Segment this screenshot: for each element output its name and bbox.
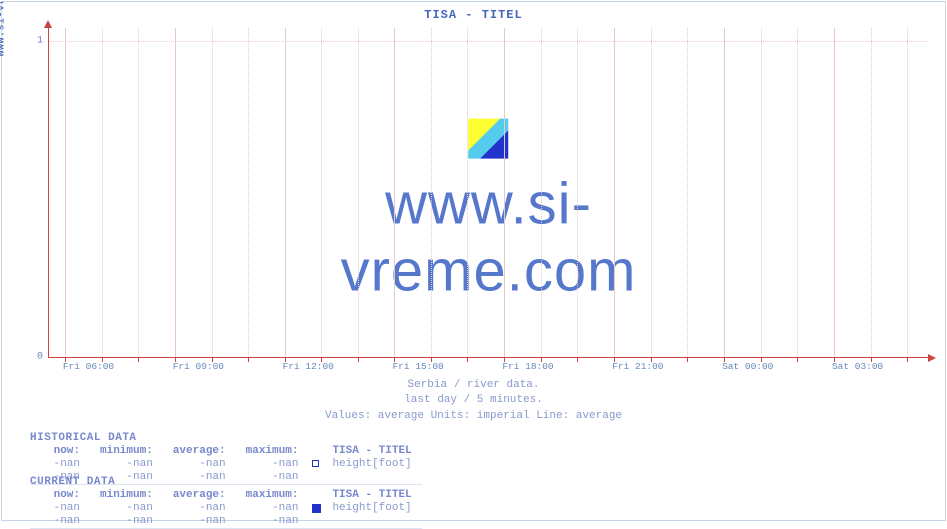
xtick-mark: [248, 357, 249, 362]
series-unit: height[foot]: [332, 458, 411, 470]
xtick-mark: [907, 357, 908, 362]
gridline-v: [358, 28, 359, 357]
caption-line: Values: average Units: imperial Line: av…: [0, 409, 947, 424]
col-minimum: minimum:: [90, 445, 163, 458]
xtick-label: Sat 00:00: [722, 361, 773, 372]
gridline-v: [651, 28, 652, 357]
xtick-mark: [761, 357, 762, 362]
xtick-mark: [431, 357, 432, 362]
y-axis-arrow: [44, 20, 52, 28]
series-cell: height[foot]: [308, 458, 421, 471]
cell: -nan: [236, 458, 309, 471]
col-average: average:: [163, 445, 236, 458]
xtick-mark: [467, 357, 468, 362]
gridline-v: [724, 28, 725, 357]
watermark: www.si-vreme.com: [269, 118, 709, 304]
table-header-row: now: minimum: average: maximum: TISA - T…: [30, 489, 422, 502]
col-series: TISA - TITEL: [308, 489, 421, 502]
xtick-mark: [321, 357, 322, 362]
caption-line: last day / 5 minutes.: [0, 393, 947, 408]
col-series: TISA - TITEL: [308, 445, 421, 458]
xtick-mark: [577, 357, 578, 362]
current-table: now: minimum: average: maximum: TISA - T…: [30, 489, 422, 529]
gridline-v: [907, 28, 908, 357]
table-row: -nan -nan -nan -nan height[foot]: [30, 502, 422, 515]
cell: -nan: [163, 502, 236, 515]
gridline-v: [138, 28, 139, 357]
cell: -nan: [30, 502, 90, 515]
gridline-v: [541, 28, 542, 357]
current-data-section: CURRENT DATA now: minimum: average: maxi…: [30, 476, 422, 529]
table-header-row: now: minimum: average: maximum: TISA - T…: [30, 445, 422, 458]
gridline-v: [687, 28, 688, 357]
gridline-v: [248, 28, 249, 357]
xtick-label: Sat 03:00: [832, 361, 883, 372]
col-maximum: maximum:: [236, 489, 309, 502]
x-axis-arrow: [928, 354, 936, 362]
gridline-v: [394, 28, 395, 357]
xtick-mark: [138, 357, 139, 362]
gridline-v: [614, 28, 615, 357]
xtick-mark: [102, 357, 103, 362]
gridline-v: [834, 28, 835, 357]
ytick-label: 1: [37, 36, 43, 47]
col-average: average:: [163, 489, 236, 502]
table-row: -nan -nan -nan -nan height[foot]: [30, 458, 422, 471]
gridline-v: [212, 28, 213, 357]
xtick-label: Fri 21:00: [612, 361, 663, 372]
historical-heading: HISTORICAL DATA: [30, 432, 422, 444]
xtick-label: Fri 09:00: [173, 361, 224, 372]
gridline-v: [504, 28, 505, 357]
gridline-v: [65, 28, 66, 357]
xtick-mark: [651, 357, 652, 362]
xtick-mark: [541, 357, 542, 362]
gridline-v: [761, 28, 762, 357]
xtick-label: Fri 18:00: [502, 361, 553, 372]
cell: -nan: [90, 502, 163, 515]
col-now: now:: [30, 445, 90, 458]
watermark-logo-icon: [469, 118, 509, 158]
ytick-label: 0: [37, 352, 43, 363]
chart-plot-area: 0 1 www.si-vreme.com Fri 06:00Fri 09:00F…: [48, 28, 928, 358]
xtick-mark: [797, 357, 798, 362]
caption-line: Serbia / river data.: [0, 378, 947, 393]
xtick-mark: [358, 357, 359, 362]
chart-caption: Serbia / river data. last day / 5 minute…: [0, 378, 947, 424]
gridline-v: [577, 28, 578, 357]
cell: -nan: [30, 458, 90, 471]
xtick-mark: [687, 357, 688, 362]
gridline-v: [871, 28, 872, 357]
xtick-label: Fri 15:00: [392, 361, 443, 372]
gridline-v: [797, 28, 798, 357]
series-swatch-icon: [312, 460, 319, 467]
xtick-label: Fri 06:00: [63, 361, 114, 372]
gridline-v: [321, 28, 322, 357]
col-maximum: maximum:: [236, 445, 309, 458]
xtick-mark: [871, 357, 872, 362]
gridline-v: [175, 28, 176, 357]
col-now: now:: [30, 489, 90, 502]
col-minimum: minimum:: [90, 489, 163, 502]
xtick-label: Fri 12:00: [283, 361, 334, 372]
series-cell: height[foot]: [308, 502, 421, 515]
cell: -nan: [90, 458, 163, 471]
series-swatch-icon: [312, 504, 321, 513]
watermark-text: www.si-vreme.com: [341, 171, 637, 303]
cell: -nan: [236, 502, 309, 515]
gridline-v: [467, 28, 468, 357]
gridline-v: [431, 28, 432, 357]
gridline-v: [102, 28, 103, 357]
xtick-mark: [212, 357, 213, 362]
current-heading: CURRENT DATA: [30, 476, 422, 488]
gridline-v: [285, 28, 286, 357]
cell: -nan: [163, 458, 236, 471]
chart-title: TISA - TITEL: [0, 8, 947, 22]
series-unit: height[foot]: [332, 502, 411, 514]
